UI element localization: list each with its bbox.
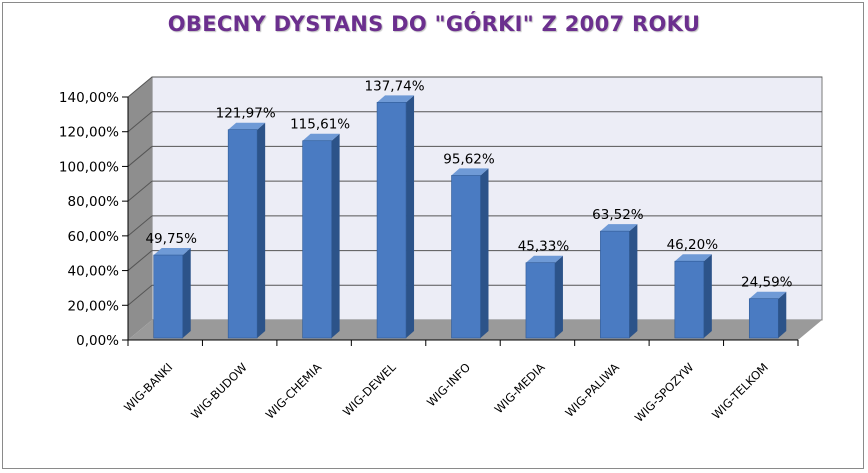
category-label: WIG-DEWEL: [340, 360, 399, 419]
gridline-side: [127, 180, 153, 202]
bar: [525, 262, 556, 339]
bar-side: [778, 291, 787, 338]
category-label: WIG-SPOZYW: [632, 360, 697, 425]
bar-top: [749, 291, 787, 299]
plot-side-wall: [128, 77, 152, 340]
category-label: WIG-CHEMIA: [263, 360, 325, 422]
y-tick-label: 20,00%: [68, 298, 120, 314]
gridline-side: [127, 76, 153, 98]
data-label: 24,59%: [741, 275, 793, 291]
category-label: WIG-BANKI: [121, 360, 175, 414]
bar: [674, 260, 705, 339]
data-label: 95,62%: [443, 151, 495, 167]
gridline-side: [127, 284, 153, 306]
bar: [153, 254, 184, 339]
bar-top: [153, 248, 191, 256]
data-label: 115,61%: [290, 117, 350, 133]
data-label: 137,74%: [365, 78, 425, 94]
bar: [451, 175, 481, 339]
bar-side: [480, 168, 489, 338]
y-tick-label: 0,00%: [76, 333, 119, 349]
data-label: 121,97%: [216, 106, 276, 122]
data-label: 63,52%: [592, 207, 644, 223]
chart-title: OBECNY DYSTANS DO "GÓRKI" Z 2007 ROKU: [167, 12, 701, 36]
y-tick-label: 60,00%: [68, 229, 120, 245]
category-label: WIG-INFO: [424, 360, 473, 409]
bar-top: [228, 122, 266, 130]
bar-top: [451, 168, 489, 176]
bar: [376, 102, 407, 339]
bar-side: [554, 255, 563, 338]
bar: [302, 140, 332, 339]
data-label: 46,20%: [667, 237, 719, 253]
bar-top: [600, 224, 638, 232]
gridline-side: [127, 250, 153, 271]
y-tick-label: 80,00%: [68, 194, 120, 210]
category-label: WIG-TELKOM: [709, 360, 771, 422]
gridline-side: [127, 215, 153, 237]
bar: [748, 298, 779, 339]
bar-top: [674, 254, 712, 262]
data-label: 45,33%: [518, 239, 570, 255]
category-label: WIG-BUDOW: [188, 360, 250, 422]
y-tick-label: 120,00%: [59, 125, 119, 141]
bar-side: [257, 122, 266, 338]
bar: [600, 230, 630, 339]
bar-side: [406, 95, 415, 338]
y-tick-label: 100,00%: [59, 159, 119, 175]
bar-side: [331, 133, 340, 338]
bar-top: [377, 95, 415, 103]
y-tick-label: 140,00%: [59, 90, 119, 106]
bar-side: [703, 254, 712, 338]
bar-top: [302, 133, 340, 141]
bar-top: [525, 255, 563, 263]
y-tick-label: 40,00%: [68, 264, 120, 280]
category-label: WIG-PALIWA: [562, 360, 622, 420]
gridline-side: [127, 146, 153, 167]
gridline-side: [127, 111, 153, 133]
bar: [227, 129, 258, 339]
bar-side: [629, 224, 638, 338]
bar-side: [182, 248, 191, 338]
data-label: 49,75%: [145, 231, 197, 247]
category-label: WIG-MEDIA: [492, 360, 548, 416]
